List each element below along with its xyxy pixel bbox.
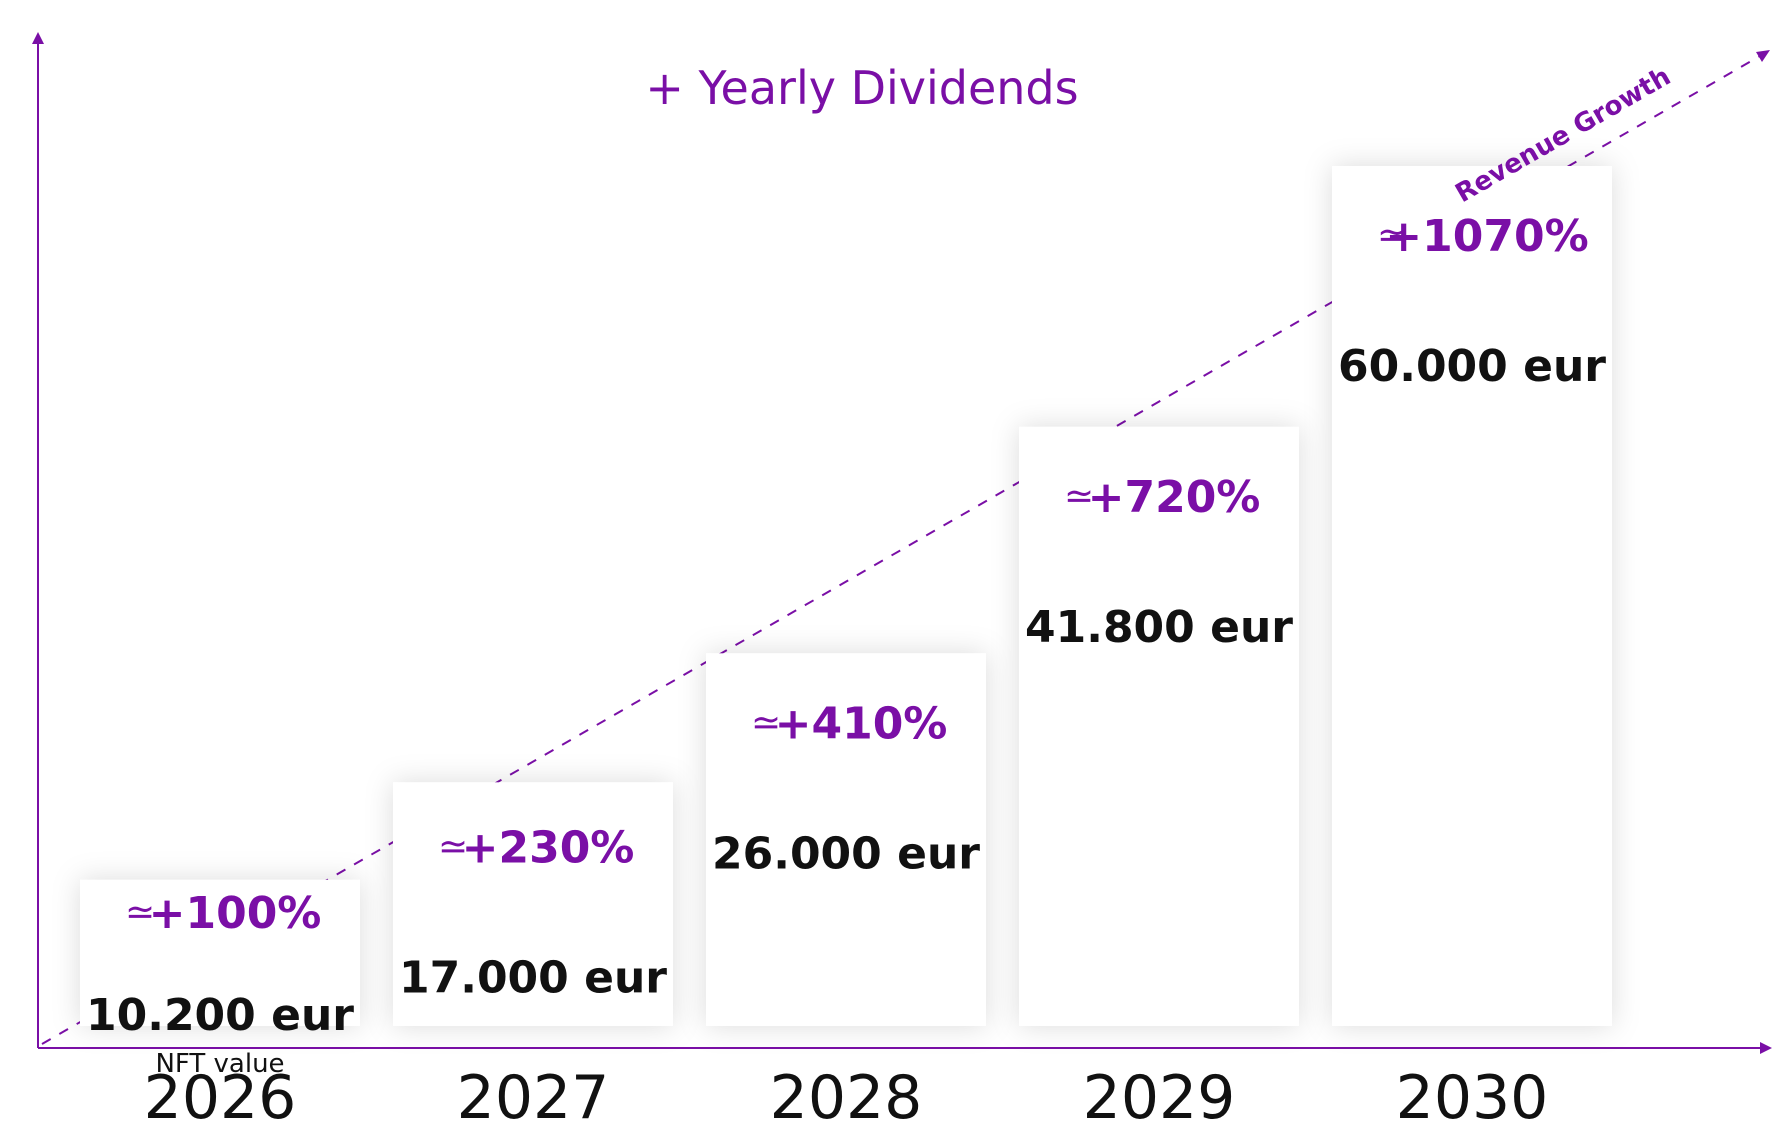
year-label: 2026 (144, 1063, 297, 1133)
approx-symbol: ≃ (1377, 215, 1407, 256)
year-label: 2030 (1396, 1063, 1549, 1133)
bar-2026 (80, 879, 360, 1026)
bar-2030 (1332, 166, 1612, 1026)
approx-symbol: ≃ (125, 892, 155, 933)
bar-2027 (393, 782, 673, 1026)
value-label: 10.200 eur (86, 990, 354, 1041)
trend-arrow-icon (1756, 50, 1770, 62)
growth-label: +100% (149, 888, 322, 939)
growth-label: +720% (1088, 472, 1261, 523)
approx-symbol: ≃ (751, 702, 781, 743)
chart-title: + Yearly Dividends (645, 61, 1078, 115)
y-axis-arrow-icon (32, 32, 44, 44)
growth-label: +410% (775, 698, 948, 749)
year-label: 2029 (1083, 1063, 1236, 1133)
year-label: 2028 (770, 1063, 923, 1133)
x-axis-arrow-icon (1760, 1042, 1772, 1054)
value-label: 60.000 eur (1338, 341, 1606, 392)
approx-symbol: ≃ (1064, 476, 1094, 517)
bar-2029 (1019, 426, 1299, 1026)
value-label: 17.000 eur (399, 953, 667, 1004)
approx-symbol: ≃ (438, 827, 468, 868)
growth-label: +1070% (1385, 211, 1588, 262)
value-label: 26.000 eur (712, 828, 980, 879)
value-label: 41.800 eur (1025, 602, 1293, 653)
bar-2028 (706, 653, 986, 1026)
year-label: 2027 (457, 1063, 610, 1133)
nft-value-sublabel: NFT value (155, 1049, 284, 1079)
growth-label: +230% (462, 823, 635, 874)
